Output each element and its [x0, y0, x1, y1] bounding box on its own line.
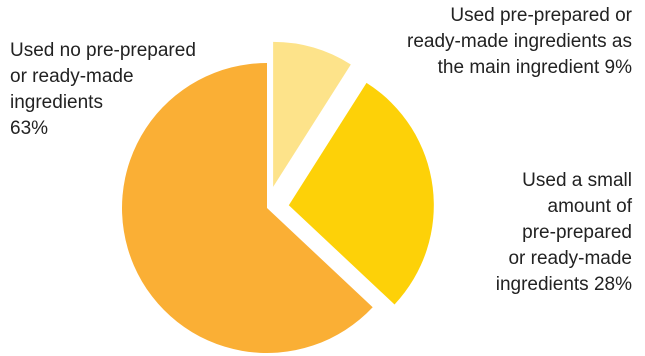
slice-label-none: Used no pre-prepared or ready-made ingre…	[10, 38, 196, 142]
slice-label-line: ready-made ingredients as	[407, 31, 632, 52]
slice-label-line: the main ingredient 9%	[437, 57, 632, 78]
pie-slice-small-amount	[288, 82, 434, 305]
slice-label-line: ingredients	[10, 92, 103, 113]
slice-label-line: 63%	[10, 118, 49, 139]
slice-label-line: Used no pre-prepared	[10, 40, 196, 61]
slice-label-line: or ready-made	[508, 248, 632, 269]
slice-label-line: pre-prepared	[522, 222, 632, 243]
slice-label-line: Used a small	[522, 170, 632, 191]
pie-slice-main-ingredient	[273, 41, 351, 187]
slice-label-line: Used pre-prepared or	[450, 5, 632, 26]
slice-label-line: amount of	[547, 196, 633, 217]
slice-label-main-ingredient: Used pre-prepared or ready-made ingredie…	[407, 3, 632, 81]
pie-slice-none	[121, 63, 373, 354]
slice-label-line: ingredients 28%	[495, 274, 632, 295]
slice-label-line: or ready-made	[10, 66, 134, 87]
slice-label-small-amount: Used a small amount of pre-prepared or r…	[496, 168, 632, 298]
